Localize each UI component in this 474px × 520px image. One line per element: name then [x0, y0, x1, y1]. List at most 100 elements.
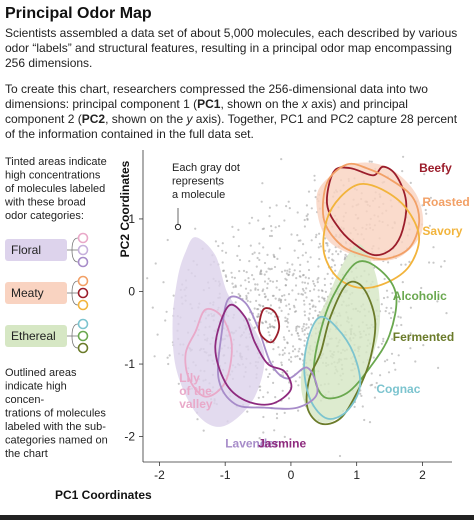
molecule-dot: [314, 236, 317, 239]
molecule-dot: [284, 316, 287, 319]
molecule-dot: [401, 170, 404, 173]
molecule-dot: [379, 374, 382, 377]
molecule-dot: [244, 279, 247, 282]
molecule-dot: [245, 294, 248, 297]
molecule-dot: [373, 396, 376, 399]
y-tick-label: -2: [124, 430, 135, 444]
legend-subcategory-ring: [77, 275, 89, 287]
molecule-dot: [303, 328, 306, 332]
molecule-dot: [268, 334, 271, 337]
molecule-dot: [257, 219, 260, 222]
molecule-dot: [409, 332, 412, 335]
molecule-dot: [230, 271, 233, 274]
molecule-dot: [313, 179, 316, 182]
molecule-dot: [287, 303, 291, 306]
note-line: with these broad: [4, 197, 86, 209]
label-roasted: Roasted: [422, 195, 469, 209]
molecule-dot: [318, 232, 321, 235]
molecule-dot: [304, 251, 307, 254]
molecule-dot: [166, 238, 169, 242]
molecule-dot: [234, 284, 237, 287]
molecule-dot: [397, 315, 400, 318]
molecule-dot: [368, 160, 371, 163]
molecule-dot: [323, 299, 326, 302]
molecule-dot: [287, 313, 290, 316]
molecule-dot: [277, 346, 280, 349]
footer-rule: [0, 515, 474, 520]
molecule-dot: [382, 340, 385, 343]
molecule-dot: [408, 260, 411, 263]
molecule-dot: [231, 276, 234, 279]
molecule-dot: [409, 347, 412, 350]
molecule-dot: [287, 397, 291, 400]
molecule-dot: [232, 286, 235, 289]
molecule-dot: [290, 233, 293, 236]
molecule-dot: [254, 287, 257, 290]
molecule-dot: [383, 277, 386, 281]
molecule-dot: [281, 294, 284, 298]
molecule-dot: [301, 293, 304, 296]
note-line: indicate high: [5, 381, 67, 393]
molecule-dot: [302, 289, 305, 292]
outline-region-savory: [322, 182, 421, 289]
molecule-dot: [285, 278, 288, 281]
molecule-dot: [256, 315, 259, 318]
molecule-dot: [414, 360, 417, 363]
molecule-dot: [397, 354, 400, 357]
molecule-dot: [314, 189, 317, 192]
tint-region-meaty: [316, 162, 424, 262]
molecule-dot: [294, 284, 298, 287]
outline-region-jasmine: [214, 303, 293, 406]
molecule-dot: [237, 293, 240, 296]
molecule-dot: [255, 299, 258, 302]
molecule-dot: [317, 295, 320, 298]
molecule-dot: [337, 253, 340, 256]
molecule-dot: [307, 190, 311, 193]
molecule-dot: [167, 362, 170, 366]
label-line: Roasted: [422, 195, 469, 209]
molecule-dot: [331, 253, 334, 256]
molecule-dot: [153, 355, 156, 358]
molecule-dot: [317, 289, 320, 292]
points-note: Each gray dot represents a molecule: [172, 162, 240, 201]
molecule-dot: [214, 240, 217, 243]
molecule-dot: [313, 284, 317, 287]
molecule-dot: [278, 306, 281, 309]
molecule-dot: [311, 299, 314, 302]
molecule-dot: [258, 293, 261, 296]
molecule-dot: [307, 318, 311, 321]
molecule-dot: [237, 228, 240, 231]
molecule-dot: [333, 264, 336, 267]
molecule-dot: [285, 304, 288, 307]
molecule-dot: [258, 242, 261, 245]
molecule-dot: [301, 330, 304, 333]
molecule-dot: [316, 278, 319, 281]
molecule-dot: [382, 337, 385, 340]
molecule-dot: [272, 381, 275, 384]
molecule-dot: [256, 283, 259, 286]
molecule-dot: [237, 245, 240, 248]
molecule-dot: [298, 325, 301, 328]
molecule-dot: [303, 281, 307, 284]
molecule-dot: [288, 329, 291, 332]
molecule-dot: [293, 310, 297, 313]
molecule-dot: [296, 325, 299, 328]
molecule-dot: [275, 412, 279, 415]
molecule-dot: [270, 267, 273, 270]
y-tick-label: 1: [128, 212, 135, 226]
molecule-dot: [254, 283, 257, 286]
molecule-dot: [274, 319, 277, 322]
molecule-dot: [168, 354, 171, 357]
molecule-dot: [257, 396, 260, 399]
molecule-dot: [259, 385, 262, 388]
molecule-dot: [293, 269, 296, 272]
label-lavender: Lavender: [225, 437, 279, 451]
label-line: Lavender: [225, 437, 279, 451]
molecule-dot: [271, 280, 275, 283]
dot-note: Each gray dot represents a molecule: [172, 162, 240, 231]
molecule-dot: [285, 205, 288, 208]
molecule-dot: [428, 261, 431, 264]
molecule-dot: [275, 417, 279, 420]
molecule-dot: [276, 257, 279, 260]
legend-subcategory-ring: [77, 299, 89, 311]
